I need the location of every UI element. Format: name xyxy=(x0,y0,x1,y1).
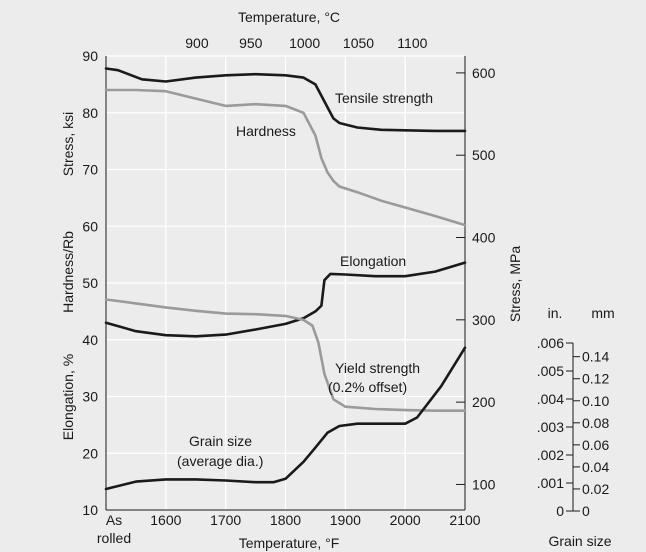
grain-size-mm-header: mm xyxy=(591,305,614,321)
x-top-tick-label: 950 xyxy=(239,35,263,51)
x-tick-label: 1900 xyxy=(330,512,361,528)
grain-in-tick-label: .005 xyxy=(537,363,564,379)
x-top-tick-label: 1050 xyxy=(343,35,374,51)
y-left-tick-label: 80 xyxy=(82,105,98,121)
y-left-tick-label: 70 xyxy=(82,162,98,178)
x-top-tick-label: 900 xyxy=(185,35,209,51)
series-line-1 xyxy=(104,67,467,133)
grain-mm-tick-label: 0.06 xyxy=(582,437,609,453)
left-axis-title-hardness: Hardness/Rb xyxy=(60,231,76,313)
y-right-tick-label: 300 xyxy=(472,312,496,328)
grain-in-tick-label: 0 xyxy=(556,503,564,519)
grain-in-tick-label: .004 xyxy=(537,391,564,407)
x-tick-label: 1700 xyxy=(210,512,241,528)
y-right-tick-label: 400 xyxy=(472,230,496,246)
label-elongation: Elongation xyxy=(340,253,406,269)
label-tensile-strength: Tensile strength xyxy=(335,90,433,106)
grain-mm-tick-label: 0.02 xyxy=(582,481,609,497)
grain-size-title: Grain size xyxy=(548,533,611,549)
left-axis-title-elongation: Elongation, % xyxy=(60,354,76,440)
x-tick-label: 2000 xyxy=(390,512,421,528)
x-tick-label: 2100 xyxy=(449,512,480,528)
label-grain-size-line2: (average dia.) xyxy=(177,453,263,469)
x-tick-label: 1800 xyxy=(270,512,301,528)
y-left-tick-label: 40 xyxy=(82,332,98,348)
x-tick-label-rolled: rolled xyxy=(97,530,131,546)
label-yield-strength-line1: Yield strength xyxy=(335,360,420,376)
series xyxy=(104,67,467,491)
grid xyxy=(106,55,465,510)
y-right-tick-label: 200 xyxy=(472,394,496,410)
series-line-2 xyxy=(104,88,467,227)
y-right-tick-label: 100 xyxy=(472,476,496,492)
x-top-tick-label: 1000 xyxy=(289,35,320,51)
y-left-tick-label: 60 xyxy=(82,218,98,234)
grain-mm-tick-label: 0.12 xyxy=(582,371,609,387)
right-axis-title: Stress, MPa xyxy=(507,246,523,322)
left-axis-title-stress: Stress, ksi xyxy=(60,112,76,177)
grain-in-tick-label: .002 xyxy=(537,447,564,463)
y-left-tick-label: 50 xyxy=(82,275,98,291)
bottom-axis-title: Temperature, °F xyxy=(239,535,340,551)
grain-mm-tick-label: 0.14 xyxy=(582,349,609,365)
y-right-tick-label: 600 xyxy=(472,65,496,81)
x-tick-label-as: As xyxy=(106,512,122,528)
grain-in-tick-label: .001 xyxy=(537,475,564,491)
y-left-tick-label: 20 xyxy=(82,445,98,461)
label-hardness: Hardness xyxy=(236,123,296,139)
labels: Temperature, °C Temperature, °F Stress, … xyxy=(60,9,615,551)
grain-in-tick-label: .003 xyxy=(537,419,564,435)
y-left-tick-label: 90 xyxy=(82,48,98,64)
series-line-5 xyxy=(104,346,467,491)
label-yield-strength-line2: (0.2% offset) xyxy=(328,379,407,395)
x-top-tick-label: 1100 xyxy=(397,35,427,51)
y-left-tick-label: 30 xyxy=(82,389,98,405)
grain-mm-tick-label: 0 xyxy=(582,503,590,519)
grain-mm-tick-label: 0.04 xyxy=(582,459,609,475)
series-line-4 xyxy=(104,298,467,412)
grain-mm-tick-label: 0.10 xyxy=(582,393,609,409)
top-axis-title: Temperature, °C xyxy=(238,9,340,25)
grain-in-tick-label: .006 xyxy=(537,335,564,351)
x-tick-label: 1600 xyxy=(150,512,181,528)
y-left-tick-label: 10 xyxy=(82,502,98,518)
y-right-tick-label: 500 xyxy=(472,147,496,163)
series-line-3 xyxy=(104,261,467,338)
grain-mm-tick-label: 0.08 xyxy=(582,415,609,431)
grain-size-in-header: in. xyxy=(548,305,563,321)
label-grain-size-line1: Grain size xyxy=(189,433,252,449)
